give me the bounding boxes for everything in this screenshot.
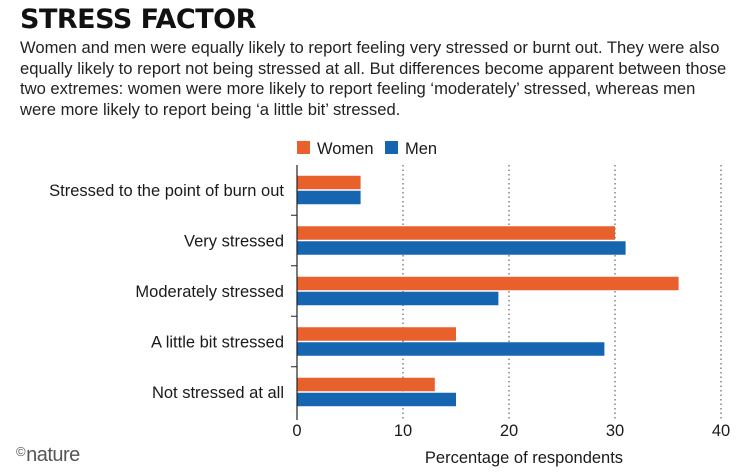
legend-label-women: Women: [317, 140, 374, 158]
legend-label-men: Men: [405, 140, 437, 158]
bar-men-0: [297, 190, 361, 205]
x-tick-label-3: 30: [606, 422, 624, 440]
bar-men-3: [297, 342, 605, 356]
x-tick-label-0: 0: [292, 422, 301, 440]
x-tick-label-1: 10: [394, 422, 412, 440]
x-tick-label-2: 20: [500, 422, 518, 440]
category-label-2: Moderately stressed: [135, 283, 284, 301]
chart-title: STRESS FACTOR: [20, 4, 256, 35]
category-label-3: A little bit stressed: [151, 334, 284, 352]
chart-subtitle: Women and men were equally likely to rep…: [20, 38, 727, 119]
bar-women-3: [297, 327, 456, 341]
category-label-1: Very stressed: [184, 233, 284, 251]
bar-men-2: [297, 291, 499, 306]
copyright-symbol: ©: [16, 444, 26, 459]
bar-women-4: [297, 377, 435, 392]
bar-women-2: [297, 276, 679, 291]
legend-swatch-men: [385, 141, 398, 154]
x-tick-label-4: 40: [712, 422, 730, 440]
brand-name: nature: [26, 444, 80, 466]
bar-men-4: [297, 392, 456, 407]
legend-swatch-women: [297, 141, 310, 154]
category-label-0: Stressed to the point of burn out: [49, 182, 284, 200]
category-label-4: Not stressed at all: [152, 384, 284, 402]
x-axis-label: Percentage of respondents: [425, 449, 623, 467]
bar-women-1: [297, 226, 615, 240]
nature-logo: ©nature: [16, 444, 80, 467]
bar-men-1: [297, 241, 626, 255]
bar-women-0: [297, 175, 361, 190]
